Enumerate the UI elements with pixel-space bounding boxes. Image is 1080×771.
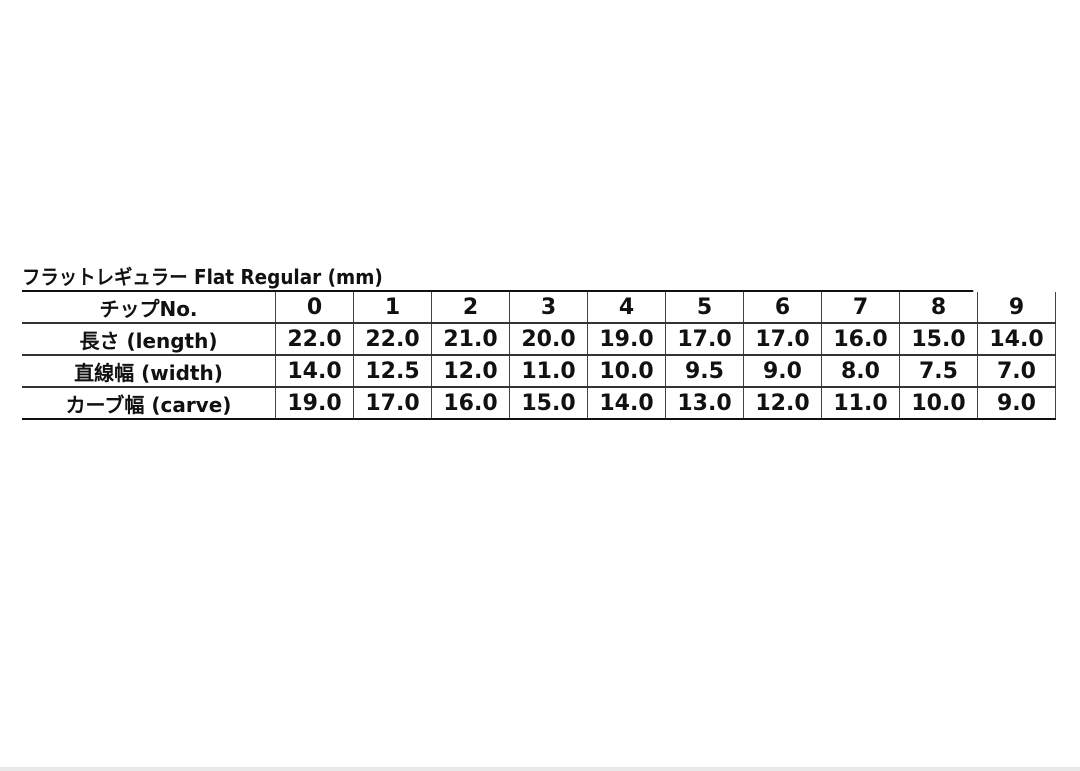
cell: 16.0 bbox=[431, 387, 510, 420]
cell: 17.0 bbox=[743, 323, 822, 356]
cell: 6 bbox=[743, 292, 822, 324]
cell: 2 bbox=[431, 292, 510, 324]
cell: 8.0 bbox=[821, 355, 900, 388]
cell: 5 bbox=[665, 292, 744, 324]
cell: 8 bbox=[899, 292, 978, 324]
cell: 12.0 bbox=[743, 387, 822, 420]
cell: 22.0 bbox=[353, 323, 432, 356]
cell: 12.0 bbox=[431, 355, 510, 388]
cell: 16.0 bbox=[821, 323, 900, 356]
bottom-edge bbox=[0, 767, 1080, 771]
header-row: チップNo. 0 1 2 3 4 5 6 7 8 9 bbox=[22, 292, 1056, 324]
cell: 7 bbox=[821, 292, 900, 324]
cell: 12.5 bbox=[353, 355, 432, 388]
row-label: カーブ幅 (carve) bbox=[22, 387, 276, 420]
cell: 11.0 bbox=[509, 355, 588, 388]
cell: 19.0 bbox=[587, 323, 666, 356]
cell: 20.0 bbox=[509, 323, 588, 356]
table-row: 直線幅 (width) 14.0 12.5 12.0 11.0 10.0 9.5 9.0 8.0… bbox=[22, 355, 1056, 388]
cell: 9.5 bbox=[665, 355, 744, 388]
table-title: フラットレギュラー Flat Regular (mm) bbox=[22, 262, 974, 292]
cell: 11.0 bbox=[821, 387, 900, 420]
cell: 10.0 bbox=[899, 387, 978, 420]
cell: 21.0 bbox=[431, 323, 510, 356]
table-row: 長さ (length) 22.0 22.0 21.0 20.0 19.0 17.0 17.0 1… bbox=[22, 323, 1056, 356]
row-label: 長さ (length) bbox=[22, 323, 276, 356]
row-label: 直線幅 (width) bbox=[22, 355, 276, 388]
cell: 13.0 bbox=[665, 387, 744, 420]
cell: 9.0 bbox=[743, 355, 822, 388]
cell: 9 bbox=[977, 292, 1056, 324]
cell: 15.0 bbox=[509, 387, 588, 420]
cell: 14.0 bbox=[977, 323, 1056, 356]
cell: 15.0 bbox=[899, 323, 978, 356]
cell: 19.0 bbox=[275, 387, 354, 420]
size-table-container: フラットレギュラー Flat Regular (mm) チップNo. 0 1 2 3 4 5… bbox=[22, 262, 1056, 420]
cell: 0 bbox=[275, 292, 354, 324]
cell: 22.0 bbox=[275, 323, 354, 356]
cell: 7.5 bbox=[899, 355, 978, 388]
cell: 9.0 bbox=[977, 387, 1056, 420]
cell: 17.0 bbox=[665, 323, 744, 356]
cell: 14.0 bbox=[275, 355, 354, 388]
cell: 10.0 bbox=[587, 355, 666, 388]
table-row: カーブ幅 (carve) 19.0 17.0 16.0 15.0 14.0 13.0 12.0… bbox=[22, 387, 1056, 420]
cell: 7.0 bbox=[977, 355, 1056, 388]
size-table: チップNo. 0 1 2 3 4 5 6 7 8 9 長さ (length) 22.0 22.0 21.0 2… bbox=[22, 292, 1056, 420]
cell: 17.0 bbox=[353, 387, 432, 420]
cell: 4 bbox=[587, 292, 666, 324]
cell: 1 bbox=[353, 292, 432, 324]
cell: 3 bbox=[509, 292, 588, 324]
row-label: チップNo. bbox=[22, 292, 276, 324]
cell: 14.0 bbox=[587, 387, 666, 420]
